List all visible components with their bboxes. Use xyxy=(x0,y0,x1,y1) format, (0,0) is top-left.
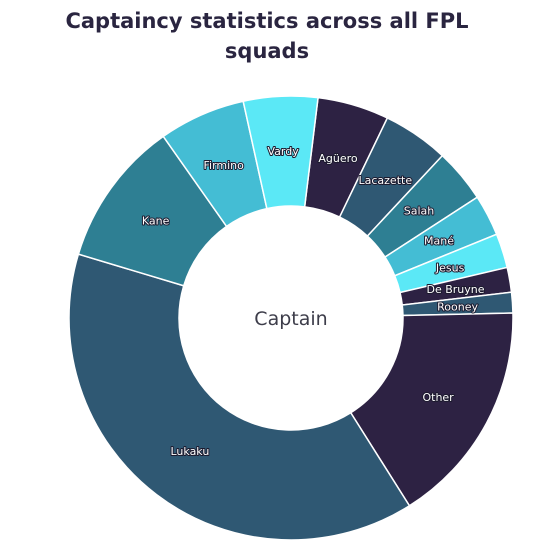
slice-vardy[interactable] xyxy=(242,95,319,210)
slice-label-lacazette: Lacazette xyxy=(359,174,413,187)
chart-title: Captaincy statistics across all FPL squa… xyxy=(0,6,534,66)
slice-lukaku[interactable] xyxy=(68,253,411,541)
slice-label-jesus: Jesus xyxy=(435,261,465,274)
slice-other[interactable] xyxy=(349,312,514,507)
slice-label-vardy: Vardy xyxy=(267,145,299,158)
slice-label-de-bruyne: De Bruyne xyxy=(426,283,484,296)
slice-label-rooney: Rooney xyxy=(437,300,478,313)
chart-title-line2: squads xyxy=(224,39,310,63)
slice-label-lukaku: Lukaku xyxy=(170,445,209,458)
slice-label-man-: Mané xyxy=(424,235,454,248)
donut-center-label: Captain xyxy=(254,308,327,330)
slice-label-other: Other xyxy=(422,391,454,404)
slice-label-kane: Kane xyxy=(142,214,170,227)
donut-slices xyxy=(68,95,514,541)
slice-label-salah: Salah xyxy=(404,205,435,218)
slice-label-firmino: Firmino xyxy=(204,159,245,172)
slice-label-ag-ero: Agüero xyxy=(318,152,358,165)
chart-title-line1: Captaincy statistics across all FPL xyxy=(65,9,469,33)
